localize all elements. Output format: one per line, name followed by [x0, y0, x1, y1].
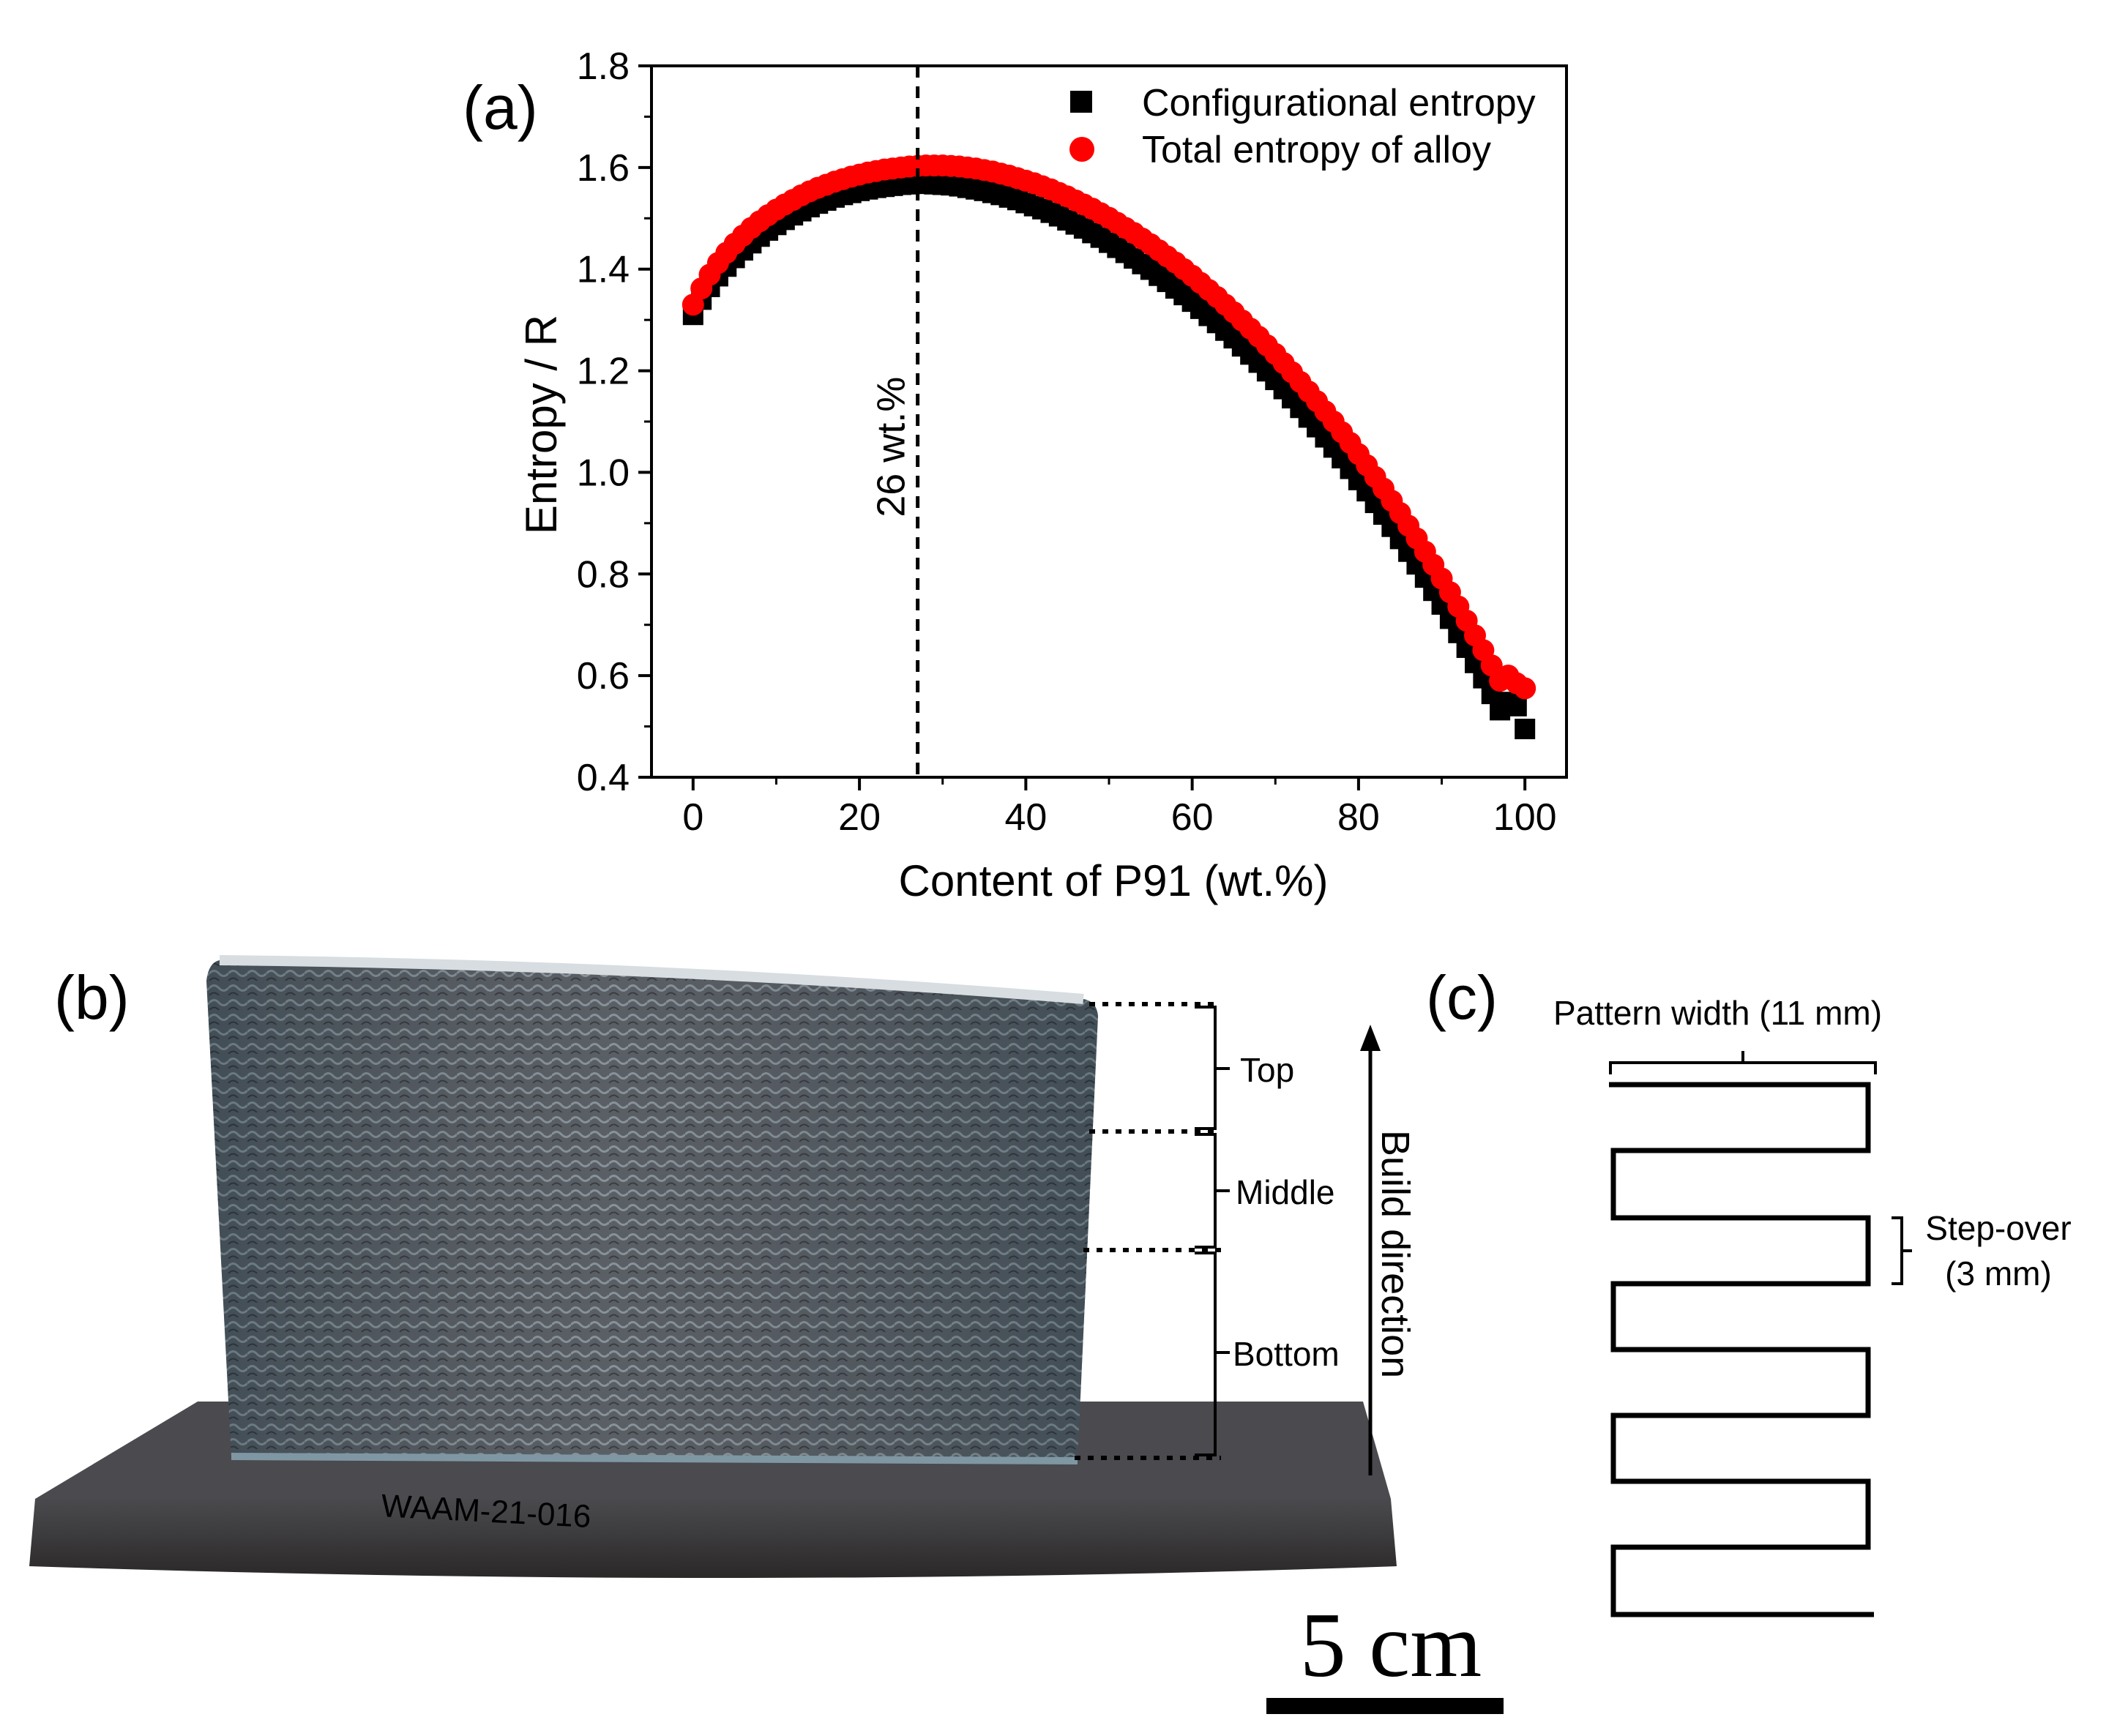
y-tick-label: 1.0	[577, 452, 630, 494]
x-tick-label: 60	[1171, 796, 1214, 839]
bracket-bottom	[1195, 1252, 1230, 1456]
legend-label-configurational-entropy: Configurational entropy	[1142, 82, 1536, 124]
region-label-top: Top	[1240, 1051, 1294, 1089]
bracket-top	[1195, 1006, 1230, 1130]
y-tick-label: 1.4	[577, 249, 630, 291]
plot-area: 26 wt.%	[682, 66, 1536, 777]
region-markers	[1075, 1002, 1230, 1460]
x-tick-label: 80	[1337, 796, 1380, 839]
deposited-wall-shading	[206, 960, 1098, 1461]
substrate-plate-edge	[29, 1499, 1397, 1578]
step-over-label: Step-over	[1925, 1209, 2071, 1247]
data-point-total	[1514, 677, 1536, 700]
build-direction-label: Build direction	[1373, 1130, 1417, 1378]
legend-marker-configurational-entropy	[1070, 91, 1092, 113]
region-label-bottom: Bottom	[1233, 1335, 1340, 1373]
y-tick-label: 0.6	[577, 655, 630, 697]
zigzag-scan-path	[1609, 1082, 1874, 1617]
region-label-middle: Middle	[1236, 1173, 1335, 1211]
legend-label-total-entropy: Total entropy of alloy	[1142, 129, 1491, 171]
panel-b-waam-build-photo: (b) WAAM-21-016 Top Middle Bottom	[29, 955, 1504, 1714]
y-axis-ticks: 0.4 0.6 0.8 1.0 1.2 1.4 1.6 1.8	[577, 45, 651, 799]
y-tick-label: 0.4	[577, 757, 630, 799]
scale-bar	[1266, 1698, 1504, 1714]
x-axis-ticks: 0 20 40 60 80 100	[682, 777, 1557, 839]
y-axis-label: Entropy / R	[517, 315, 566, 534]
step-over-value: (3 mm)	[1945, 1254, 2052, 1292]
y-tick-label: 1.8	[577, 45, 630, 88]
y-tick-label: 1.2	[577, 351, 630, 393]
series-total-entropy	[682, 154, 1536, 700]
pattern-width-label: Pattern width (11 mm)	[1553, 994, 1882, 1032]
legend: Configurational entropy Total entropy of…	[1069, 82, 1536, 171]
deposited-wall	[206, 955, 1098, 1464]
x-tick-label: 100	[1493, 796, 1557, 839]
panel-c-scan-pattern: (c) Pattern width (11 mm) Step-over (3 m…	[1426, 963, 2072, 1617]
y-tick-label: 0.8	[577, 553, 630, 596]
x-axis-label: Content of P91 (wt.%)	[899, 856, 1329, 905]
plot-frame	[650, 64, 1568, 779]
legend-marker-total-entropy	[1069, 137, 1094, 162]
series-configurational-entropy	[682, 173, 1536, 740]
panel-b-label: (b)	[54, 963, 130, 1032]
panel-a-entropy-chart: (a) 26 wt.% 0 20 40 60 80 100 0.4 0.6 0.8 1.0 1.2…	[463, 45, 1568, 905]
deposited-wall-top-bead	[219, 955, 1084, 1004]
build-direction-arrow	[1360, 1025, 1381, 1475]
y-tick-label: 1.6	[577, 147, 630, 190]
x-tick-label: 0	[682, 796, 703, 839]
x-tick-label: 40	[1004, 796, 1047, 839]
scale-bar-label: 5 cm	[1300, 1595, 1482, 1696]
annotation-26wt-label: 26 wt.%	[870, 377, 914, 517]
panel-a-label: (a)	[463, 73, 538, 142]
step-over-bracket	[1892, 1216, 1912, 1285]
bracket-middle	[1195, 1133, 1230, 1249]
pattern-width-bracket	[1609, 1051, 1877, 1074]
data-point-configurational	[1506, 695, 1527, 717]
data-point-configurational	[1515, 719, 1536, 740]
build-direction-arrow-head	[1360, 1025, 1381, 1051]
deposited-wall-base-bead	[231, 1453, 1078, 1464]
panel-c-label: (c)	[1426, 963, 1498, 1032]
x-tick-label: 20	[838, 796, 881, 839]
data-point-total	[682, 293, 704, 316]
